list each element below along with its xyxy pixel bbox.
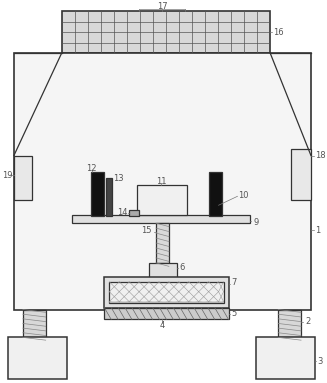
Bar: [92, 172, 104, 216]
Bar: [8, 337, 67, 379]
Text: 5: 5: [232, 309, 237, 318]
Bar: [256, 337, 315, 379]
Bar: [137, 185, 187, 215]
Text: 16: 16: [273, 28, 284, 37]
Bar: [106, 178, 112, 216]
Bar: [14, 155, 32, 200]
Text: 17: 17: [157, 2, 167, 11]
Text: 7: 7: [232, 278, 237, 287]
Bar: [104, 277, 229, 308]
Bar: [23, 309, 46, 337]
Bar: [14, 53, 311, 309]
Text: 15: 15: [141, 226, 152, 234]
Bar: [61, 11, 270, 53]
Text: 1: 1: [315, 226, 320, 234]
Text: 14: 14: [117, 208, 128, 217]
Bar: [72, 215, 250, 223]
Text: 9: 9: [253, 218, 259, 227]
Bar: [109, 282, 224, 303]
Text: 4: 4: [159, 321, 164, 330]
Bar: [209, 172, 222, 216]
Bar: [291, 149, 311, 200]
Text: 11: 11: [156, 177, 166, 186]
Text: 10: 10: [238, 191, 249, 200]
Bar: [156, 223, 169, 263]
Text: 12: 12: [86, 164, 97, 173]
Text: 18: 18: [315, 151, 326, 160]
Bar: [104, 308, 229, 319]
Text: 3: 3: [317, 357, 322, 366]
Text: 2: 2: [305, 317, 310, 326]
Text: 19: 19: [2, 171, 12, 180]
Bar: [129, 210, 139, 216]
Bar: [149, 263, 177, 278]
Text: 13: 13: [113, 174, 124, 183]
Bar: [278, 309, 301, 337]
Text: 6: 6: [180, 264, 185, 272]
